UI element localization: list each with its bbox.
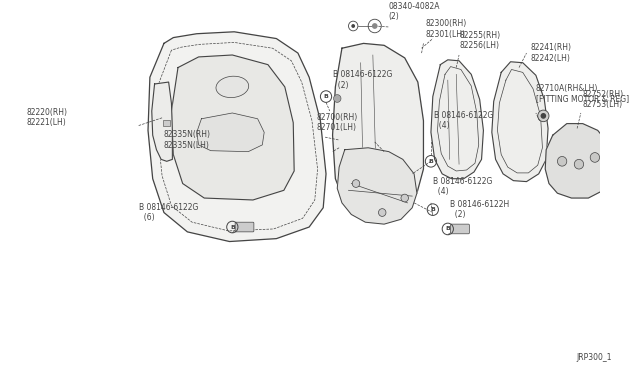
Circle shape bbox=[574, 159, 584, 169]
Text: B: B bbox=[429, 159, 433, 164]
Text: B: B bbox=[430, 207, 435, 212]
Circle shape bbox=[372, 23, 378, 29]
Circle shape bbox=[538, 110, 549, 122]
Text: 82255(RH)
82256(LH): 82255(RH) 82256(LH) bbox=[459, 31, 500, 50]
Polygon shape bbox=[172, 55, 294, 200]
Circle shape bbox=[378, 209, 386, 217]
Text: 82300(RH)
82301(LH): 82300(RH) 82301(LH) bbox=[426, 19, 467, 39]
Polygon shape bbox=[492, 62, 548, 182]
FancyBboxPatch shape bbox=[235, 222, 254, 232]
Polygon shape bbox=[545, 124, 611, 198]
Text: B 08146-6122G
  (4): B 08146-6122G (4) bbox=[434, 111, 493, 130]
Ellipse shape bbox=[216, 76, 249, 97]
Polygon shape bbox=[337, 148, 417, 224]
Text: 82710A(RH&LH)
[FITTING MOTOR & REG]: 82710A(RH&LH) [FITTING MOTOR & REG] bbox=[536, 84, 629, 103]
Text: 82700(RH)
82701(LH): 82700(RH) 82701(LH) bbox=[317, 113, 358, 132]
Text: 08340-4082A
(2): 08340-4082A (2) bbox=[388, 2, 440, 21]
Text: 82752(RH)
82753(LH): 82752(RH) 82753(LH) bbox=[582, 90, 624, 109]
Circle shape bbox=[333, 94, 341, 102]
Text: JRP300_1: JRP300_1 bbox=[576, 353, 612, 362]
Text: B: B bbox=[230, 225, 235, 230]
Polygon shape bbox=[431, 60, 483, 179]
Text: B: B bbox=[324, 94, 328, 99]
Polygon shape bbox=[152, 82, 172, 161]
Circle shape bbox=[541, 113, 546, 119]
Circle shape bbox=[590, 153, 600, 162]
Polygon shape bbox=[333, 44, 424, 215]
Circle shape bbox=[352, 180, 360, 187]
Circle shape bbox=[401, 194, 408, 202]
Bar bbox=[163, 120, 170, 125]
Circle shape bbox=[351, 24, 355, 28]
Polygon shape bbox=[196, 113, 264, 152]
Circle shape bbox=[557, 157, 567, 166]
Text: 82335N(RH)
82335N(LH): 82335N(RH) 82335N(LH) bbox=[164, 130, 211, 150]
FancyBboxPatch shape bbox=[451, 224, 469, 234]
Text: B 08146-6122H
  (2): B 08146-6122H (2) bbox=[450, 200, 509, 219]
Text: B 08146-6122G
  (6): B 08146-6122G (6) bbox=[139, 203, 198, 222]
Text: 82241(RH)
82242(LH): 82241(RH) 82242(LH) bbox=[531, 43, 572, 63]
Text: B 08146-6122G
  (4): B 08146-6122G (4) bbox=[433, 177, 492, 196]
Polygon shape bbox=[148, 32, 326, 241]
Text: B 08146-6122G
  (2): B 08146-6122G (2) bbox=[333, 70, 392, 90]
Text: 82220(RH)
82221(LH): 82220(RH) 82221(LH) bbox=[26, 108, 67, 128]
Text: B: B bbox=[445, 227, 451, 231]
